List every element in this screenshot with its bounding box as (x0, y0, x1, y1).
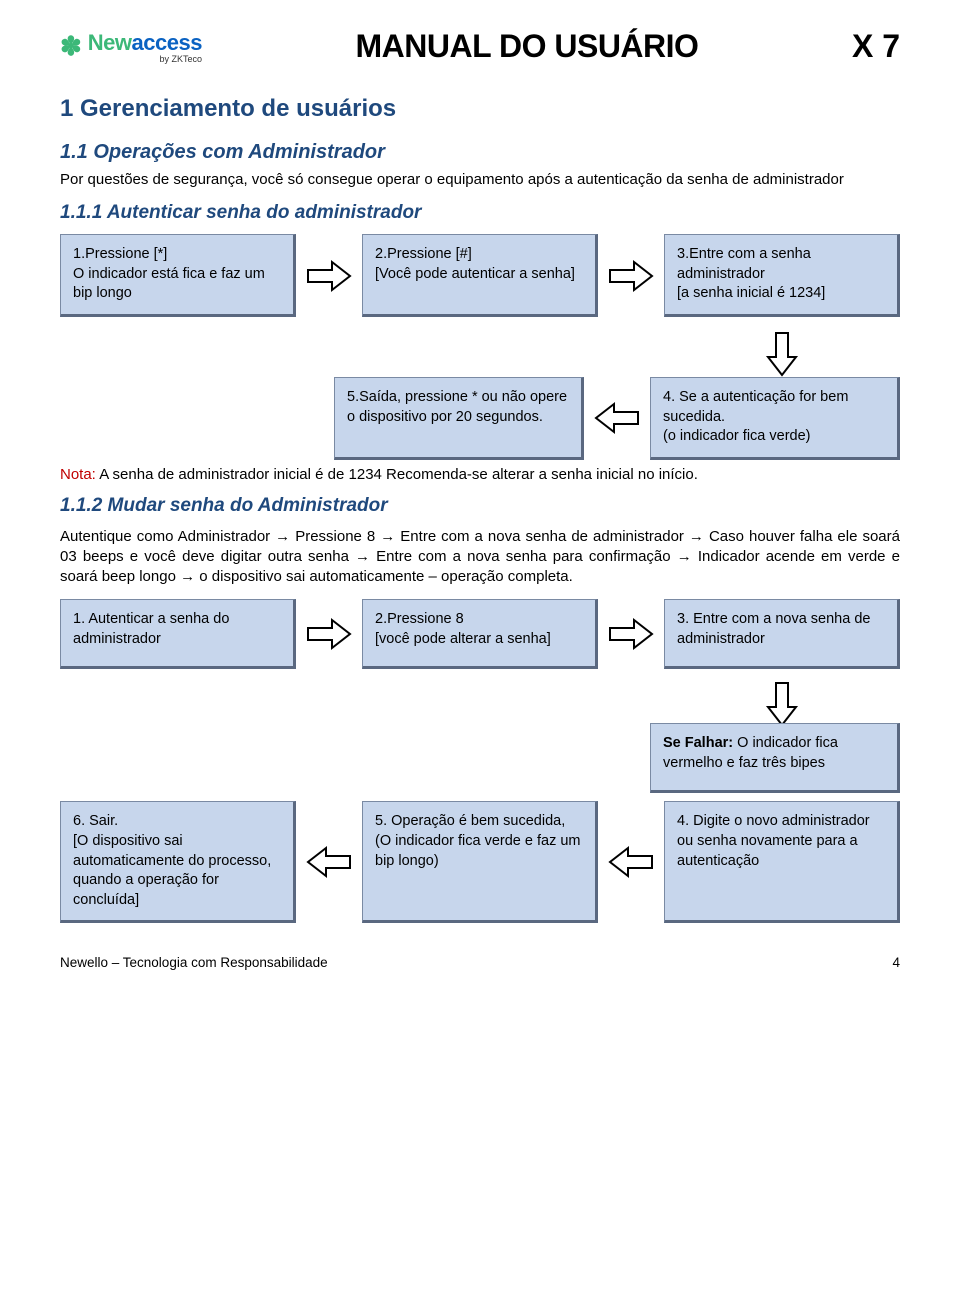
auth-step-4: 4. Se a autenticação for bem sucedida.(o… (650, 377, 900, 460)
logo-mark-icon: ✽ (60, 31, 82, 62)
footer-left: Newello – Tecnologia com Responsabilidad… (60, 955, 328, 970)
heading-1-1-2: 1.1.2 Mudar senha do Administrador (60, 495, 900, 517)
logo-text: Newaccess by ZKTeco (88, 30, 202, 64)
doc-code: X 7 (852, 28, 900, 65)
arrow-left-icon (594, 377, 640, 460)
change-step-5: 5. Operação é bem sucedida, (O indicador… (362, 801, 598, 923)
auth-step-1: 1.Pressione [*]O indicador está fica e f… (60, 234, 296, 317)
fail-bold: Se Falhar: (663, 735, 733, 751)
auth-flow-row2: 5.Saída, pressione * ou não opere o disp… (60, 377, 900, 460)
intro-text: Por questões de segurança, você só conse… (60, 170, 900, 190)
note-text: A senha de administrador inicial é de 12… (96, 466, 698, 483)
arrow-right-icon (608, 234, 654, 317)
arrow-down-wrap (60, 687, 900, 721)
heading-1: 1 Gerenciamento de usuários (60, 95, 900, 123)
change-step-3: 3. Entre com a nova senha de administrad… (664, 599, 900, 669)
auth-step-5: 5.Saída, pressione * ou não opere o disp… (334, 377, 584, 460)
change-step-1: 1. Autenticar a senha do administrador (60, 599, 296, 669)
logo: ✽ Newaccess by ZKTeco (60, 30, 202, 64)
change-flow-row2: 6. Sair.[O dispositivo sai automaticamen… (60, 801, 900, 923)
change-step-6: 6. Sair.[O dispositivo sai automaticamen… (60, 801, 296, 923)
change-flow-row1: 1. Autenticar a senha do administrador 2… (60, 599, 900, 669)
arrow-left-icon (306, 801, 352, 923)
change-fail-row: Se Falhar: O indicador fica vermelho e f… (60, 723, 900, 793)
change-step-4: 4. Digite o novo administrador ou senha … (664, 801, 900, 923)
auth-step-3: 3.Entre com a senha administrador[a senh… (664, 234, 900, 317)
doc-title: MANUAL DO USUÁRIO (356, 28, 699, 65)
logo-new: New (88, 30, 132, 55)
auth-flow-row1: 1.Pressione [*]O indicador está fica e f… (60, 234, 900, 317)
logo-byline: by ZKTeco (88, 54, 202, 64)
arrow-right-icon (306, 234, 352, 317)
arrow-left-icon (608, 801, 654, 923)
arrow-right-icon (608, 599, 654, 669)
arrow-right-icon (306, 599, 352, 669)
heading-1-1: 1.1 Operações com Administrador (60, 141, 900, 164)
change-intro: Autentique como Administrador → Pression… (60, 527, 900, 588)
heading-1-1-1: 1.1.1 Autenticar senha do administrador (60, 202, 900, 224)
change-step-2: 2.Pressione 8[você pode alterar a senha] (362, 599, 598, 669)
footer-page: 4 (892, 955, 900, 970)
note-line: Nota: A senha de administrador inicial é… (60, 466, 900, 483)
page: ✽ Newaccess by ZKTeco MANUAL DO USUÁRIO … (0, 0, 960, 990)
arrow-down-icon (764, 331, 800, 377)
note-label: Nota: (60, 466, 96, 483)
change-fail: Se Falhar: O indicador fica vermelho e f… (650, 723, 900, 793)
arrow-down-icon (764, 681, 800, 727)
auth-step-2: 2.Pressione [#][Você pode autenticar a s… (362, 234, 598, 317)
footer: Newello – Tecnologia com Responsabilidad… (60, 949, 900, 970)
logo-access: access (132, 30, 202, 55)
header: ✽ Newaccess by ZKTeco MANUAL DO USUÁRIO … (60, 28, 900, 65)
arrow-down-wrap (60, 337, 900, 371)
